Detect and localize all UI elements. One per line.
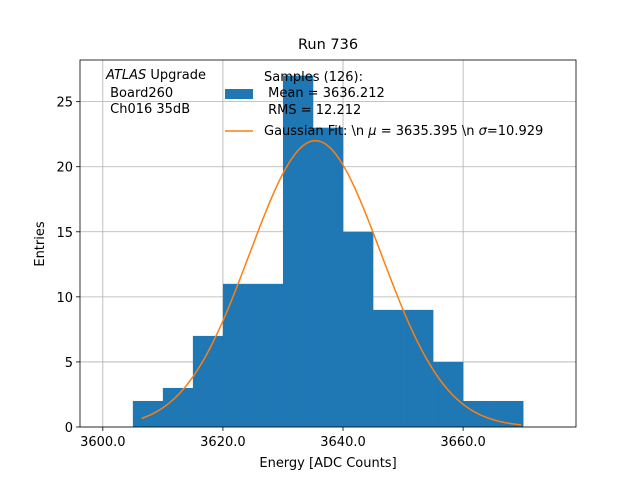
gaussian-fit-line — [141, 139, 522, 426]
y-tick-label: 5 — [65, 356, 73, 371]
y-tick-label: 15 — [56, 226, 73, 241]
histogram-bar — [162, 387, 194, 427]
atlas-annotation: ATLAS Upgrade Board260 Ch016 35dB — [105, 68, 206, 117]
board-label: Board260 — [106, 86, 173, 101]
legend-fit: Gaussian Fit: \n μ = 3635.395 \n σ=10.92… — [264, 124, 543, 139]
legend-hist-swatch — [225, 89, 253, 99]
histogram-bar — [343, 231, 374, 427]
histogram-bars — [132, 75, 524, 428]
x-tick-label: 3600.0 — [80, 435, 126, 450]
atlas-label: ATLAS — [105, 68, 146, 83]
upgrade-label: Upgrade — [146, 68, 206, 83]
axis-ticks: 3600.0 3620.0 3640.0 3660.0 0 5 10 15 20 25 — [56, 96, 485, 450]
x-tick-label: 3620.0 — [200, 435, 246, 450]
y-axis-label: Entries — [33, 221, 48, 267]
legend-mean: Mean = 3636.212 — [264, 86, 385, 101]
histogram-bar — [282, 75, 314, 428]
legend: Samples (126): Mean = 3636.212 RMS = 12.… — [225, 70, 543, 139]
y-tick-label: 0 — [65, 421, 73, 436]
histogram-bar — [373, 309, 404, 427]
x-tick-label: 3660.0 — [440, 435, 486, 450]
histogram-bar — [132, 400, 164, 427]
channel-label: Ch016 35dB — [106, 102, 190, 117]
y-tick-label: 10 — [56, 291, 73, 306]
histogram-bar — [433, 361, 464, 427]
y-tick-label: 20 — [56, 161, 73, 176]
chart-title: Run 736 — [298, 37, 358, 53]
x-axis-label: Energy [ADC Counts] — [259, 456, 396, 471]
svg-text:ATLAS Upgrade: ATLAS Upgrade — [105, 68, 206, 83]
y-tick-label: 25 — [56, 96, 73, 111]
histogram-bar — [403, 309, 434, 427]
histogram-bar — [222, 283, 254, 427]
legend-samples: Samples (126): — [264, 70, 363, 85]
axes-border — [79, 59, 577, 428]
histogram-bar — [252, 283, 284, 427]
axes-frame — [79, 59, 577, 428]
histogram-bar — [312, 127, 344, 427]
histogram-bar — [192, 335, 224, 427]
x-tick-label: 3640.0 — [320, 435, 366, 450]
legend-rms: RMS = 12.212 — [264, 103, 361, 118]
